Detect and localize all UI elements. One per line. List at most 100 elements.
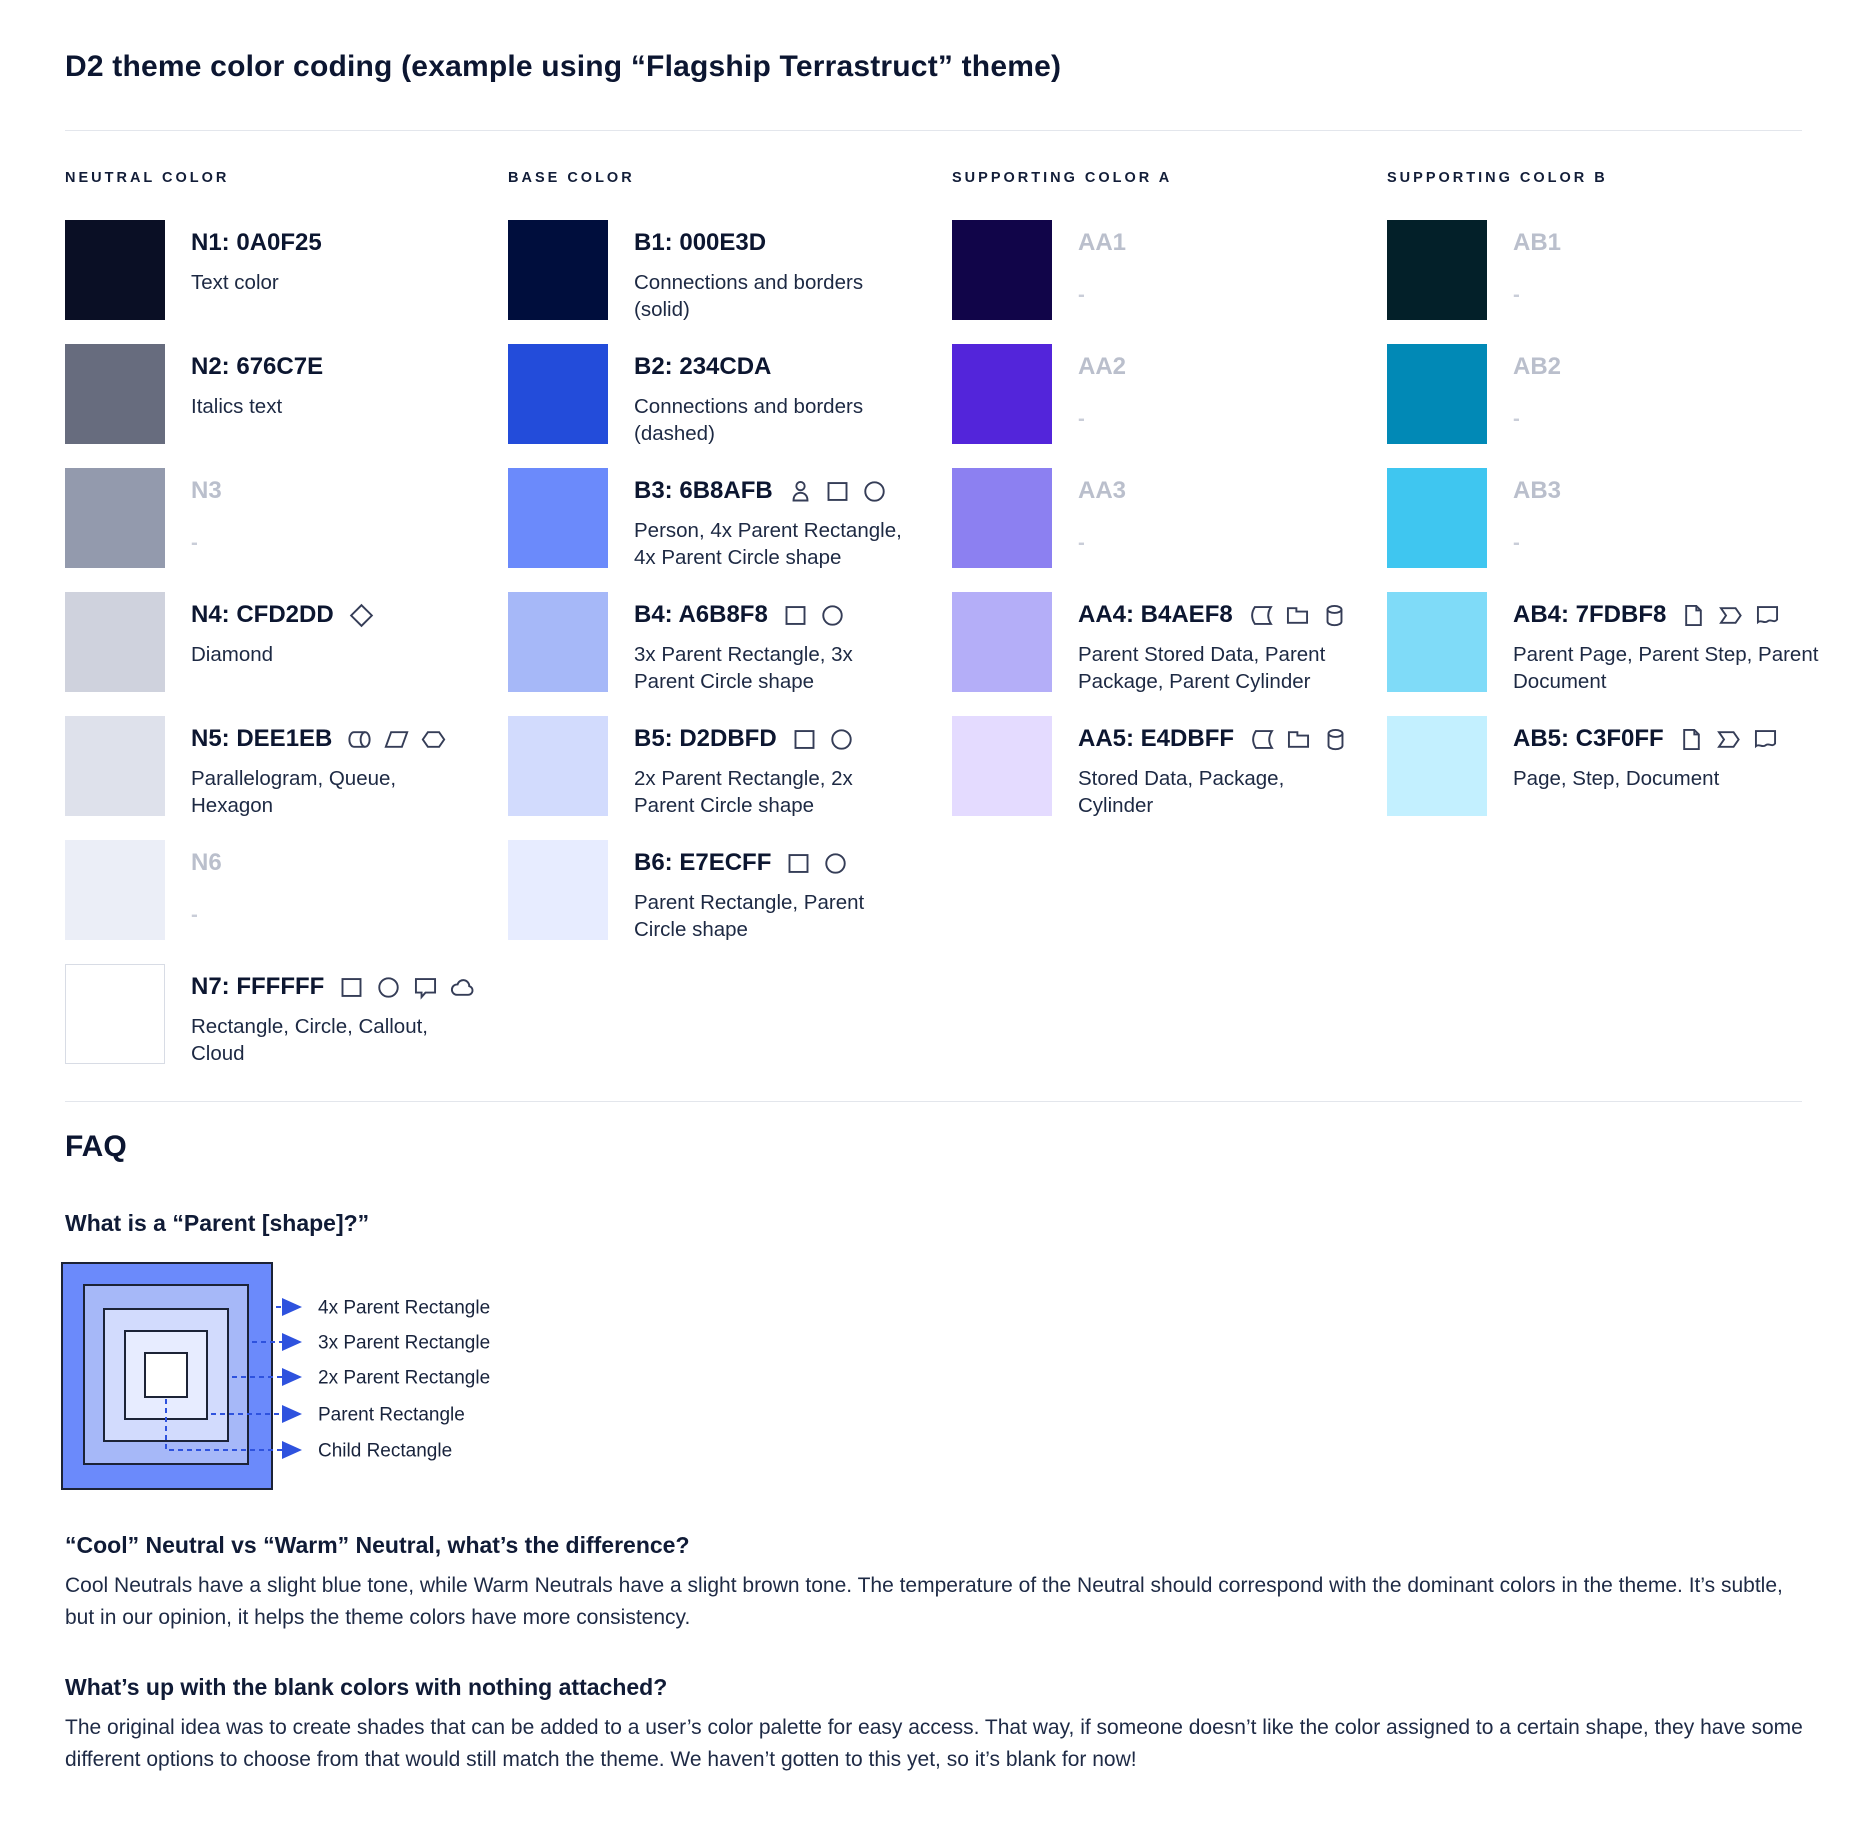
faq-question-cool-warm: “Cool” Neutral vs “Warm” Neutral, what’s… (65, 1532, 690, 1558)
circle-icon (861, 478, 888, 505)
swatch-desc: Text color (191, 271, 279, 294)
swatch-row-aa5: AA5: E4DBFF Stored Data, Package, Cylind… (952, 716, 1392, 817)
swatch-code: B1: 000E3D (634, 229, 767, 256)
swatch-desc: - (1513, 407, 1520, 430)
swatch-desc: - (1078, 531, 1085, 554)
diagram-label-child: Child Rectangle (318, 1441, 452, 1462)
color-swatch (952, 592, 1052, 692)
faq-answer-blank-colors: The original idea was to create shades t… (65, 1716, 1803, 1771)
diamond-icon (348, 602, 375, 629)
circle-icon (819, 602, 846, 629)
color-swatch (508, 592, 608, 692)
swatch-code: AA3 (1078, 477, 1127, 504)
swatch-desc: 3x Parent Rectangle, 3x Parent Circle sh… (634, 643, 853, 693)
column-neutral: NEUTRAL COLOR N1: 0A0F25 Text color N2: … (65, 170, 505, 1088)
swatch-row-ab4: AB4: 7FDBF8 Parent Page, Parent Step, Pa… (1387, 592, 1857, 693)
column-header: SUPPORTING COLOR A (952, 170, 1173, 186)
color-swatch (65, 716, 165, 816)
swatch-list: B1: 000E3D Connections and borders (soli… (508, 220, 953, 941)
swatch-desc: - (1513, 283, 1520, 306)
swatch-code: AA4: B4AEF8 (1078, 601, 1233, 628)
hexagon-icon (420, 726, 447, 753)
shape-icons (338, 974, 476, 1001)
swatch-list: AA1 - AA2 - AA3 - AA4: B4AEF8 (952, 220, 1392, 817)
color-swatch (508, 840, 608, 940)
swatch-code: B2: 234CDA (634, 353, 772, 380)
page-icon (1680, 602, 1707, 629)
document-icon (1752, 726, 1779, 753)
shape-icons (1248, 726, 1349, 753)
swatch-desc: - (1513, 531, 1520, 554)
swatch-code: AA2 (1078, 353, 1127, 380)
rect-child (144, 1352, 188, 1398)
color-swatch (65, 964, 165, 1064)
swatch-row-aa3: AA3 - (952, 468, 1392, 568)
swatch-desc: - (191, 903, 198, 926)
shape-icons (1247, 602, 1348, 629)
swatch-row-ab2: AB2 - (1387, 344, 1857, 444)
swatch-code: B4: A6B8F8 (634, 601, 768, 628)
color-swatch (65, 220, 165, 320)
column-header: BASE COLOR (508, 170, 635, 186)
color-swatch (508, 344, 608, 444)
shape-icons (1678, 726, 1779, 753)
swatch-row-n3: N3 - (65, 468, 505, 568)
swatch-code: N2: 676C7E (191, 353, 324, 380)
color-swatch (952, 716, 1052, 816)
swatch-desc: Parent Stored Data, Parent Package, Pare… (1078, 643, 1326, 693)
swatch-row-aa2: AA2 - (952, 344, 1392, 444)
swatch-list: N1: 0A0F25 Text color N2: 676C7E Italics… (65, 220, 505, 1065)
swatch-code: N5: DEE1EB (191, 725, 333, 752)
divider (65, 130, 1802, 131)
swatch-code: AB2 (1513, 353, 1562, 380)
color-swatch (952, 468, 1052, 568)
color-swatch (65, 344, 165, 444)
swatch-code: AB3 (1513, 477, 1562, 504)
swatch-code: AB1 (1513, 229, 1562, 256)
parallelogram-icon (383, 726, 410, 753)
swatch-code: B6: E7ECFF (634, 849, 772, 876)
diagram-label-2x: 2x Parent Rectangle (318, 1368, 490, 1389)
circle-icon (375, 974, 402, 1001)
person-icon (787, 478, 814, 505)
divider (65, 1101, 1802, 1102)
column-header: NEUTRAL COLOR (65, 170, 230, 186)
rectangle-icon (824, 478, 851, 505)
faq-answer-cool-warm: Cool Neutrals have a slight blue tone, w… (65, 1574, 1783, 1629)
color-swatch (1387, 716, 1487, 816)
swatch-desc: Page, Step, Document (1513, 767, 1720, 790)
faq-question-blank-colors: What’s up with the blank colors with not… (65, 1674, 668, 1700)
stored-data-icon (1247, 602, 1274, 629)
swatch-row-aa4: AA4: B4AEF8 Parent Stored Data, Parent P… (952, 592, 1392, 693)
step-icon (1715, 726, 1742, 753)
step-icon (1717, 602, 1744, 629)
cylinder-icon (1322, 726, 1349, 753)
connector-child (165, 1399, 302, 1459)
swatch-code: N1: 0A0F25 (191, 229, 322, 256)
swatch-row-aa1: AA1 - (952, 220, 1392, 320)
circle-icon (822, 850, 849, 877)
swatch-desc: - (1078, 407, 1085, 430)
swatch-desc: Rectangle, Circle, Callout, Cloud (191, 1015, 428, 1065)
swatch-desc: Person, 4x Parent Rectangle, 4x Parent C… (634, 519, 902, 569)
swatch-row-n1: N1: 0A0F25 Text color (65, 220, 505, 320)
swatch-code: AA5: E4DBFF (1078, 725, 1235, 752)
color-swatch (65, 468, 165, 568)
document-icon (1754, 602, 1781, 629)
swatch-desc: Connections and borders (dashed) (634, 395, 864, 445)
color-swatch (508, 716, 608, 816)
color-swatch (1387, 592, 1487, 692)
color-swatch (508, 220, 608, 320)
callout-icon (412, 974, 439, 1001)
column-header: SUPPORTING COLOR B (1387, 170, 1608, 186)
swatch-code: N6 (191, 849, 222, 876)
shape-icons (1680, 602, 1781, 629)
page-title: D2 theme color coding (example using “Fl… (65, 50, 1062, 83)
swatch-code: N3 (191, 477, 222, 504)
swatch-desc: Diamond (191, 643, 274, 666)
swatch-desc: Parent Rectangle, Parent Circle shape (634, 891, 865, 941)
cloud-icon (449, 974, 476, 1001)
parent-shape-diagram: 4x Parent Rectangle 3x Parent Rectangle … (61, 1262, 490, 1490)
color-swatch (952, 344, 1052, 444)
color-swatch (1387, 344, 1487, 444)
